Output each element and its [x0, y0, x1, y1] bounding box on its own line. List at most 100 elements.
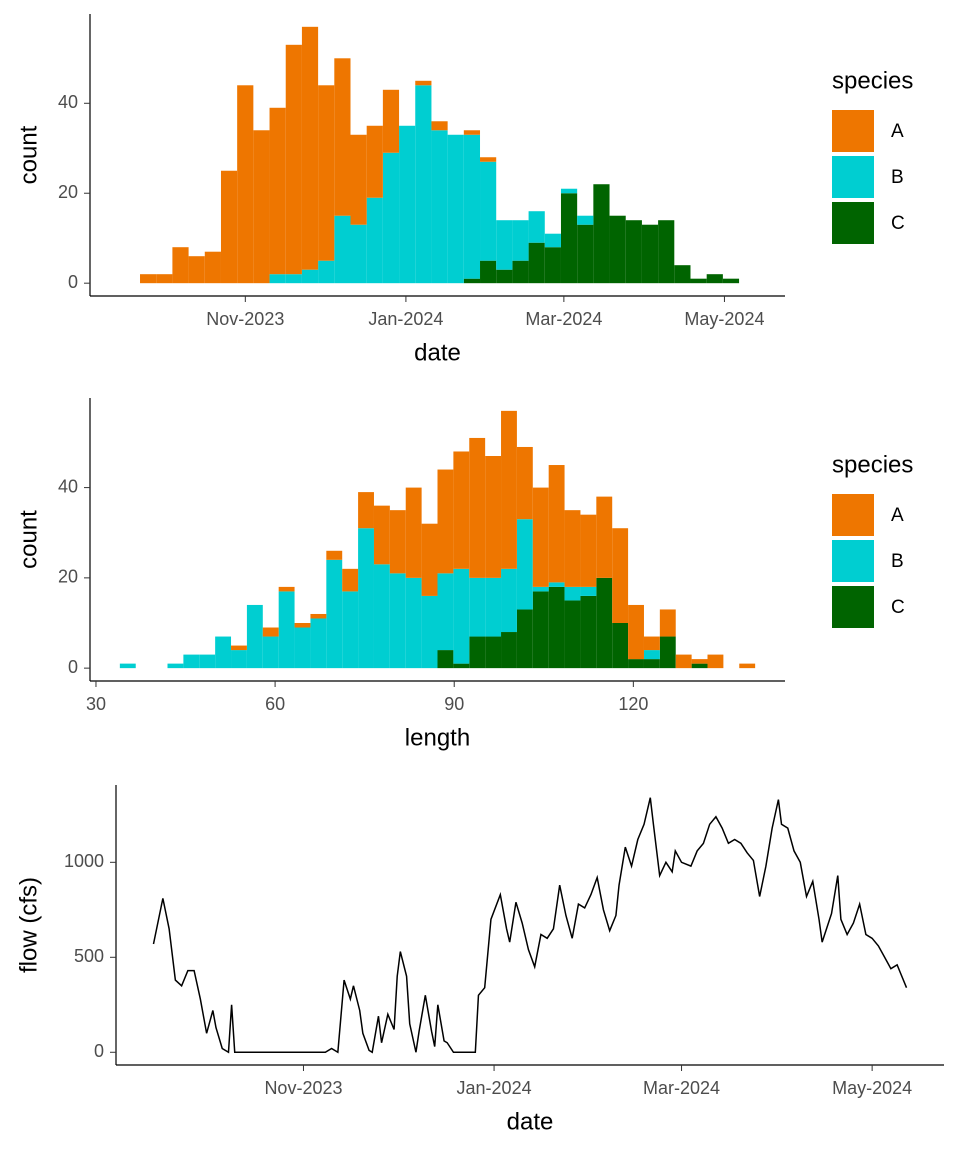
bar — [691, 659, 708, 664]
bar — [310, 618, 327, 669]
bar — [421, 523, 438, 596]
y-tick-label: 20 — [58, 567, 78, 587]
bar — [278, 591, 295, 669]
x-tick-label: Nov-2023 — [264, 1078, 342, 1098]
bar — [548, 582, 565, 587]
bar — [453, 451, 470, 569]
bar — [560, 188, 578, 194]
bar — [739, 663, 756, 669]
y-tick-label: 500 — [74, 946, 104, 966]
bar — [334, 58, 351, 216]
bar — [431, 130, 448, 284]
y-tick-label: 1000 — [64, 851, 104, 871]
bar — [431, 121, 448, 131]
bar — [269, 107, 286, 275]
x-tick-label: Jan-2024 — [457, 1078, 532, 1098]
x-tick-label: May-2024 — [684, 309, 764, 329]
bar — [596, 577, 613, 669]
bar — [544, 233, 561, 248]
bar — [641, 224, 659, 284]
legend-key — [832, 586, 874, 628]
legend-label: A — [891, 505, 904, 526]
bar — [382, 89, 400, 153]
bar — [294, 623, 311, 628]
bar — [342, 591, 359, 669]
bar — [318, 260, 335, 284]
bar — [463, 130, 481, 135]
bar — [350, 134, 367, 225]
y-tick-label: 40 — [58, 92, 78, 112]
y-tick-label: 20 — [58, 182, 78, 202]
bar — [334, 215, 351, 284]
legend-label: C — [891, 213, 905, 234]
bar — [485, 455, 502, 578]
bar — [463, 278, 481, 284]
bar — [577, 215, 594, 225]
bar — [675, 654, 692, 669]
bar — [659, 636, 676, 669]
bar — [548, 465, 565, 583]
bar — [548, 586, 565, 669]
bar — [463, 134, 481, 279]
bar — [278, 586, 295, 592]
bar — [628, 659, 644, 669]
x-tick-label: 60 — [265, 694, 285, 714]
bar — [437, 573, 454, 651]
bar — [564, 600, 581, 669]
bar — [373, 505, 390, 565]
bar — [532, 487, 549, 587]
bar — [643, 650, 660, 660]
x-axis-title: date — [414, 339, 461, 366]
legend-title: species — [832, 451, 913, 478]
bar — [612, 623, 629, 669]
bar — [389, 573, 406, 669]
bar — [532, 591, 549, 669]
bar — [469, 437, 486, 578]
bar — [564, 510, 581, 587]
bar — [231, 645, 247, 651]
bar — [285, 44, 302, 275]
bar — [437, 469, 454, 574]
bar — [658, 220, 675, 284]
bar — [318, 85, 335, 261]
bar — [188, 256, 205, 284]
bar — [389, 510, 406, 574]
bar — [564, 586, 581, 601]
bar — [628, 604, 644, 660]
flow-line — [152, 797, 908, 1054]
x-tick-label: Mar-2024 — [525, 309, 602, 329]
bar — [485, 636, 502, 669]
bar — [512, 220, 529, 261]
bar — [269, 274, 286, 284]
y-axis-title: count — [15, 510, 42, 569]
bar — [156, 274, 173, 284]
x-tick-label: Jan-2024 — [368, 309, 443, 329]
bar — [501, 568, 517, 633]
bar — [691, 663, 708, 669]
y-tick-label: 0 — [68, 272, 78, 292]
bar — [285, 274, 302, 284]
bar — [215, 636, 232, 669]
bar — [119, 663, 136, 669]
x-tick-label: 120 — [618, 694, 648, 714]
bar — [358, 528, 374, 669]
bar — [528, 211, 545, 243]
bar — [220, 170, 238, 284]
bar — [469, 636, 486, 669]
legend-key — [832, 540, 874, 582]
legend-label: A — [891, 121, 904, 142]
bar — [706, 274, 723, 284]
bar — [453, 568, 470, 664]
bar — [707, 654, 724, 669]
bar — [437, 650, 454, 669]
bar — [674, 265, 691, 284]
bar — [373, 564, 390, 669]
bar — [580, 586, 597, 596]
bar — [326, 550, 343, 560]
bar — [609, 215, 626, 284]
bar — [350, 224, 367, 284]
bar — [172, 247, 189, 284]
y-tick-label: 0 — [94, 1041, 104, 1061]
